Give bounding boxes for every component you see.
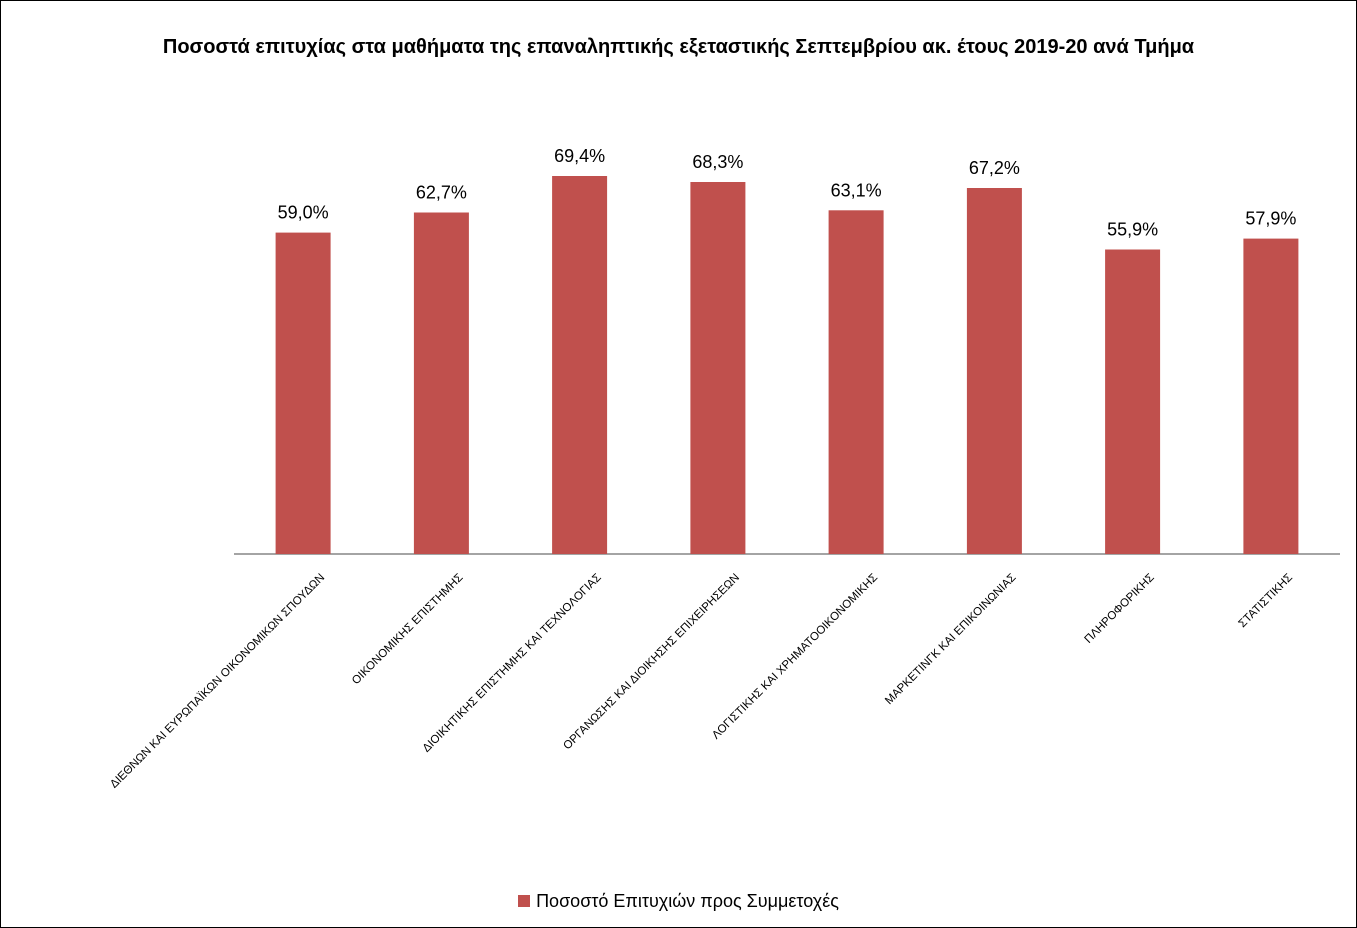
x-tick-label: ΔΙΟΙΚΗΤΙΚΗΣ ΕΠΙΣΤΗΜΗΣ ΚΑΙ ΤΕΧΝΟΛΟΓΙΑΣ: [421, 572, 604, 755]
data-label: 67,2%: [969, 158, 1020, 178]
x-tick-label: ΟΙΚΟΝΟΜΙΚΗΣ ΕΠΙΣΤΗΜΗΣ: [350, 572, 465, 687]
data-label: 62,7%: [416, 183, 467, 203]
bar: [1243, 238, 1299, 554]
bar: [552, 176, 608, 554]
x-tick-label: ΟΡΓΑΝΩΣΗΣ ΚΑΙ ΔΙΟΙΚΗΣΗΣ ΕΠΙΧΕΙΡΗΣΕΩΝ: [561, 572, 742, 753]
x-tick-label: ΠΛΗΡΟΦΟΡΙΚΗΣ: [1082, 572, 1156, 646]
legend-swatch: [518, 895, 531, 907]
bar: [413, 212, 469, 554]
bar: [275, 232, 331, 554]
legend-label: Ποσοστό Επιτυχιών προς Συμμετοχές: [536, 890, 839, 911]
bar: [966, 188, 1022, 554]
bar: [828, 210, 884, 555]
data-label: 69,4%: [554, 146, 605, 166]
bar: [1105, 249, 1161, 554]
chart-title: Ποσοστά επιτυχίας στα μαθήματα της επανα…: [162, 36, 1195, 58]
data-label: 68,3%: [692, 152, 743, 172]
data-label: 55,9%: [1107, 220, 1158, 240]
bar: [690, 182, 746, 554]
data-label: 59,0%: [278, 203, 329, 223]
data-label: 57,9%: [1245, 209, 1296, 229]
x-tick-label: ΛΟΓΙΣΤΙΚΗΣ ΚΑΙ ΧΡΗΜΑΤΟΟΙΚΟΝΟΜΙΚΗΣ: [710, 572, 880, 742]
x-tick-label: ΜΑΡΚΕΤΙΝΓΚ ΚΑΙ ΕΠΙΚΟΙΝΩΝΙΑΣ: [883, 572, 1018, 707]
data-label: 63,1%: [831, 180, 882, 200]
legend: Ποσοστό Επιτυχιών προς Συμμετοχές: [0, 887, 1357, 915]
x-tick-label: ΔΙΕΘΝΩΝ ΚΑΙ ΕΥΡΩΠΑΪΚΩΝ ΟΙΚΟΝΟΜΙΚΩΝ ΣΠΟΥΔ…: [108, 572, 327, 791]
x-tick-label: ΣΤΑΤΙΣΤΙΚΗΣ: [1237, 572, 1296, 631]
